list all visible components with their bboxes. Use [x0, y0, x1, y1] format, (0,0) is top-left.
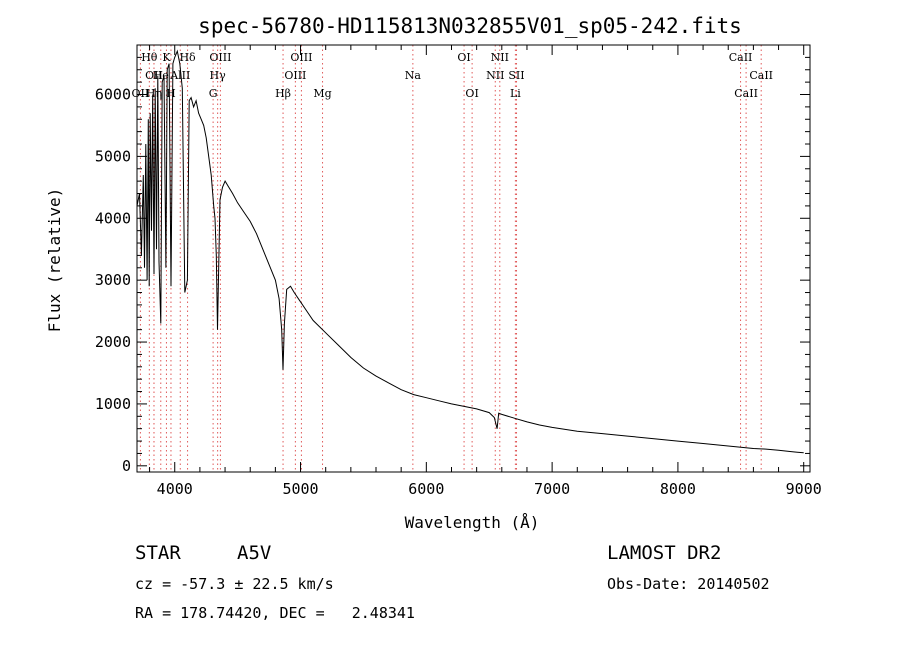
- line-label-7: AlII: [169, 69, 190, 82]
- line-label-2: OII: [145, 69, 163, 82]
- line-label-22: Li: [510, 87, 521, 100]
- line-label-4: He: [153, 69, 169, 82]
- line-label-20: NII: [491, 51, 509, 64]
- spectral-line-markers: [139, 45, 762, 472]
- x-tick-label-6000: 6000: [408, 480, 444, 498]
- y-tick-label-0: 0: [122, 457, 131, 475]
- y-tick-label-5000: 5000: [95, 147, 131, 165]
- spectral-subclass: A5V: [237, 542, 272, 564]
- x-axis-label: Wavelength (Å): [405, 513, 540, 532]
- y-tick-label-2000: 2000: [95, 333, 131, 351]
- y-axis-label: Flux (relative): [45, 188, 64, 333]
- line-label-0: OII: [132, 87, 150, 100]
- line-label-6: H: [166, 87, 176, 100]
- x-tick-label-7000: 7000: [534, 480, 570, 498]
- x-axis-ticks: 4000 5000 6000 7000 8000 9000: [149, 45, 822, 498]
- line-label-9: OIII: [209, 51, 231, 64]
- line-label-24: CaII: [734, 87, 758, 100]
- observation-date: Obs-Date: 20140502: [607, 575, 770, 593]
- survey-name: LAMOST DR2: [607, 542, 722, 564]
- chart-title: spec-56780-HD115813N032855V01_sp05-242.f…: [198, 14, 742, 38]
- object-class: STAR: [135, 542, 181, 564]
- line-label-13: OIII: [284, 69, 306, 82]
- y-tick-label-4000: 4000: [95, 209, 131, 227]
- y-tick-label-6000: 6000: [95, 86, 131, 104]
- line-label-19: NII: [486, 69, 504, 82]
- plot-frame: [136, 44, 811, 473]
- line-label-11: G: [209, 87, 218, 100]
- line-label-5: K: [162, 51, 171, 64]
- y-axis-ticks: 0 1000 2000 3000 4000 5000 6000: [95, 56, 810, 475]
- line-label-15: Mg: [313, 87, 331, 100]
- line-label-14: OIII: [290, 51, 312, 64]
- line-label-25: CaII: [749, 69, 773, 82]
- line-label-16: Na: [405, 69, 422, 82]
- line-label-8: Hδ: [179, 51, 196, 64]
- x-tick-label-4000: 4000: [157, 480, 193, 498]
- spectrum-series-line: [136, 49, 804, 454]
- line-label-17: OI: [457, 51, 470, 64]
- x-tick-label-9000: 9000: [786, 480, 822, 498]
- line-label-12: Hβ: [275, 87, 291, 100]
- line-label-23: CaII: [729, 51, 753, 64]
- line-label-1: Hθ: [141, 51, 158, 64]
- x-tick-label-8000: 8000: [660, 480, 696, 498]
- x-tick-label-5000: 5000: [282, 480, 318, 498]
- redshift-info: cz = -57.3 ± 22.5 km/s: [135, 575, 334, 593]
- coordinates: RA = 178.74420, DEC = 2.48341: [135, 604, 415, 622]
- y-tick-label-3000: 3000: [95, 271, 131, 289]
- line-label-21: SII: [508, 69, 524, 82]
- line-label-18: OI: [465, 87, 478, 100]
- line-label-3: Hη: [146, 87, 162, 100]
- y-tick-label-1000: 1000: [95, 395, 131, 413]
- line-label-10: Hγ: [210, 69, 227, 82]
